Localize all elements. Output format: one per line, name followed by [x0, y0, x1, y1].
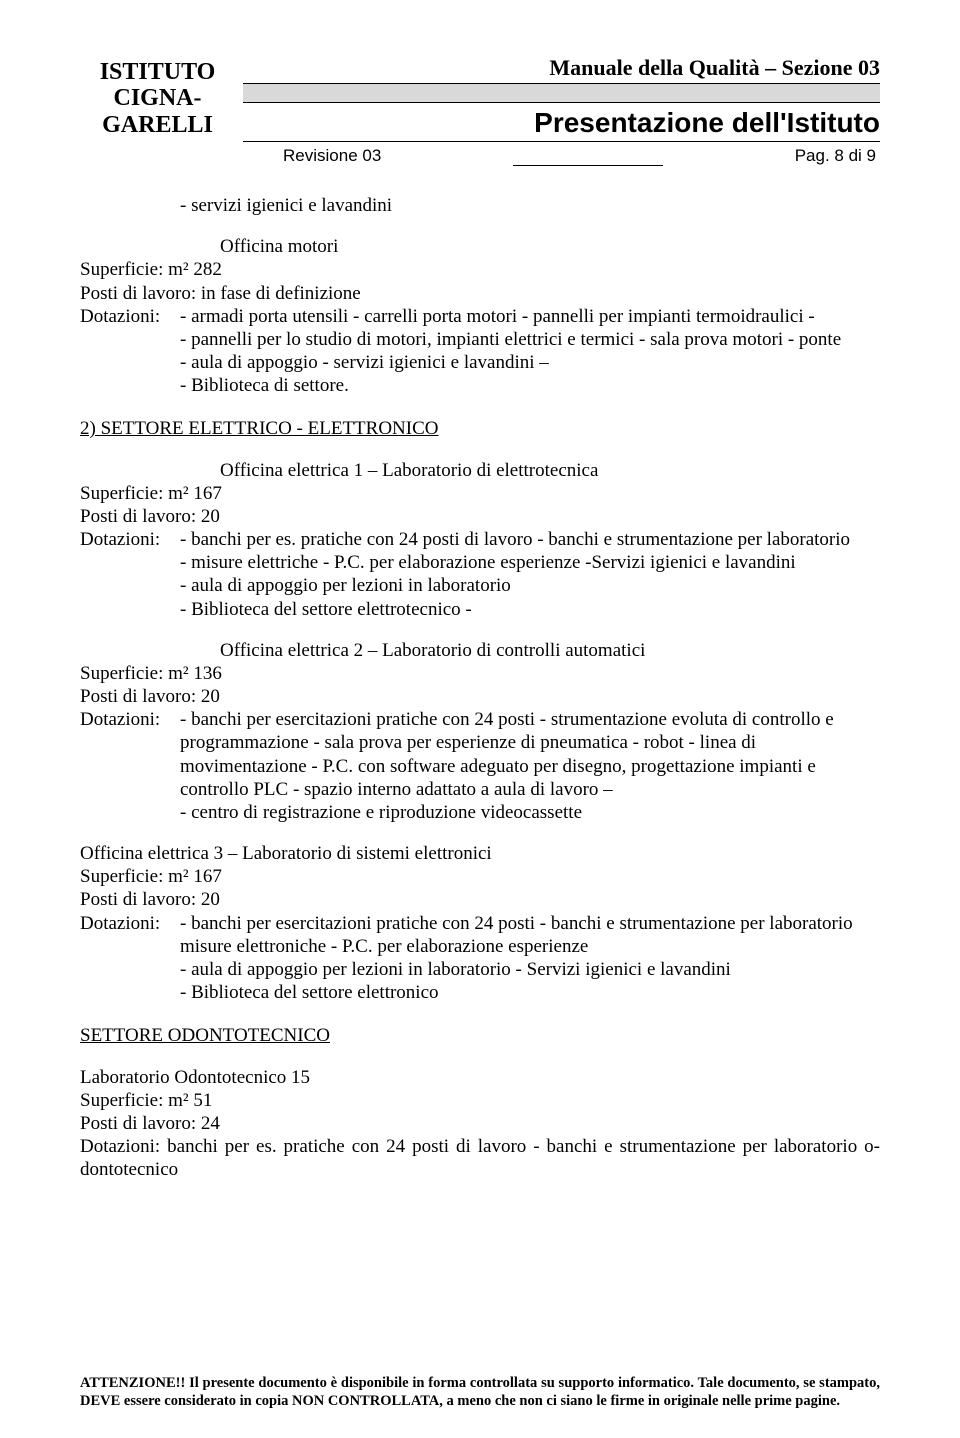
section-officina-motori: Officina motori Superficie: m² 282 Posti… — [80, 235, 880, 397]
top-line: - servizi igienici e lavandini — [180, 194, 880, 217]
section-heading-elettrico: 2) SETTORE ELETTRICO - ELETTRONICO — [80, 417, 880, 440]
sec2a-surface: Superficie: m² 167 — [80, 482, 880, 505]
sec2b-dotazioni: Dotazioni: - banchi per esercitazioni pr… — [80, 708, 880, 824]
header-gray-bar — [243, 83, 880, 103]
sec1-dot-label: Dotazioni: — [80, 305, 180, 398]
revision-row: Revisione 03 Pag. 8 di 9 — [243, 146, 880, 166]
section-heading-odonto: SETTORE ODONTOTECNICO — [80, 1024, 880, 1047]
sec2b-title: Officina elettrica 2 – Laboratorio di co… — [220, 639, 880, 662]
section-elettrica-2: Officina elettrica 2 – Laboratorio di co… — [80, 639, 880, 824]
header-right: Manuale della Qualità – Sezione 03 Prese… — [243, 55, 880, 166]
org-name: ISTITUTO CIGNA- GARELLI — [80, 55, 235, 138]
header-rule — [243, 141, 880, 142]
document-body: - servizi igienici e lavandini Officina … — [80, 194, 880, 1181]
sec2c-dotazioni: Dotazioni: - banchi per esercitazioni pr… — [80, 912, 880, 1005]
sec2b-surface: Superficie: m² 136 — [80, 662, 880, 685]
sec2c-dot-label: Dotazioni: — [80, 912, 180, 1005]
sec2b-dot-label: Dotazioni: — [80, 708, 180, 824]
sec1-dot-text: - armadi porta utensili - carrelli porta… — [180, 305, 880, 398]
sec1-surface: Superficie: m² 282 — [80, 258, 880, 281]
sec2a-title: Officina elettrica 1 – Laboratorio di el… — [220, 459, 880, 482]
sec2c-title: Officina elettrica 3 – Laboratorio di si… — [80, 842, 880, 865]
sec2b-dot-text: - banchi per esercitazioni pratiche con … — [180, 708, 880, 824]
sec2b-posts: Posti di lavoro: 20 — [80, 685, 880, 708]
sec3-surface: Superficie: m² 51 — [80, 1089, 880, 1112]
sec1-posts: Posti di lavoro: in fase di definizione — [80, 282, 880, 305]
sec2c-surface: Superficie: m² 167 — [80, 865, 880, 888]
org-line2: CIGNA- — [80, 85, 235, 111]
sec2a-dotazioni: Dotazioni: - banchi per es. pratiche con… — [80, 528, 880, 621]
main-heading: Presentazione dell'Istituto — [243, 107, 880, 139]
sec2c-posts: Posti di lavoro: 20 — [80, 888, 880, 911]
section-elettrica-1: Officina elettrica 1 – Laboratorio di el… — [80, 459, 880, 621]
org-line3: GARELLI — [80, 112, 235, 138]
page-label: Pag. 8 di 9 — [795, 146, 876, 166]
revision-label: Revisione 03 — [283, 146, 381, 166]
section-odonto: Laboratorio Odontotecnico 15 Superficie:… — [80, 1066, 880, 1182]
sec2a-posts: Posti di lavoro: 20 — [80, 505, 880, 528]
sec2a-dot-text: - banchi per es. pratiche con 24 posti d… — [180, 528, 880, 621]
sec3-posts: Posti di lavoro: 24 — [80, 1112, 880, 1135]
footer-note: ATTENZIONE!! Il presente documento è dis… — [80, 1374, 880, 1410]
org-line1: ISTITUTO — [80, 59, 235, 85]
document-header: ISTITUTO CIGNA- GARELLI Manuale della Qu… — [80, 55, 880, 166]
sec3-title: Laboratorio Odontotecnico 15 — [80, 1066, 880, 1089]
revision-blank — [513, 146, 663, 166]
sec3-dot-line: Dotazioni: banchi per es. pratiche con 2… — [80, 1135, 880, 1181]
sec2c-dot-text: - banchi per esercitazioni pratiche con … — [180, 912, 880, 1005]
doc-title: Manuale della Qualità – Sezione 03 — [243, 55, 880, 81]
sec1-dotazioni: Dotazioni: - armadi porta utensili - car… — [80, 305, 880, 398]
sec1-title: Officina motori — [220, 235, 880, 258]
sec2a-dot-label: Dotazioni: — [80, 528, 180, 621]
section-elettrica-3: Officina elettrica 3 – Laboratorio di si… — [80, 842, 880, 1004]
